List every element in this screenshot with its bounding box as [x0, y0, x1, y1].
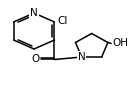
- Text: Cl: Cl: [58, 16, 68, 26]
- Text: OH: OH: [112, 38, 128, 48]
- Text: N: N: [78, 52, 86, 62]
- Text: N: N: [30, 8, 38, 18]
- Text: O: O: [31, 54, 39, 64]
